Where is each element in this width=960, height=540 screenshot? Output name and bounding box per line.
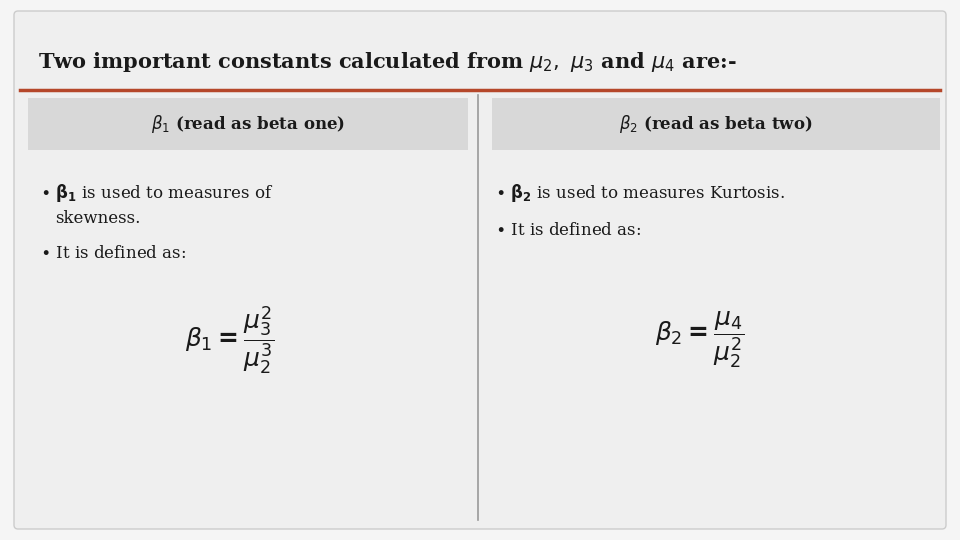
Text: $\bullet$ $\mathbf{\beta_2}$ is used to measures Kurtosis.: $\bullet$ $\mathbf{\beta_2}$ is used to … — [495, 182, 785, 204]
Text: $\beta_1$ (read as beta one): $\beta_1$ (read as beta one) — [151, 113, 345, 135]
Text: $\bullet$ $\mathbf{\beta_1}$ is used to measures of: $\bullet$ $\mathbf{\beta_1}$ is used to … — [40, 182, 274, 204]
Text: $\beta_2$ (read as beta two): $\beta_2$ (read as beta two) — [619, 113, 813, 135]
Text: $\boldsymbol{\beta_1 = \dfrac{\mu_3^2}{\mu_2^3}}$: $\boldsymbol{\beta_1 = \dfrac{\mu_3^2}{\… — [185, 305, 275, 376]
Text: $\bullet$ It is defined as:: $\bullet$ It is defined as: — [40, 245, 186, 262]
Text: $\boldsymbol{\beta_2 = \dfrac{\mu_4}{\mu_2^2}}$: $\boldsymbol{\beta_2 = \dfrac{\mu_4}{\mu… — [656, 310, 745, 370]
Bar — [492, 98, 940, 150]
FancyBboxPatch shape — [14, 11, 946, 529]
Text: $\bullet$ It is defined as:: $\bullet$ It is defined as: — [495, 222, 641, 239]
Bar — [28, 98, 468, 150]
Text: skewness.: skewness. — [55, 210, 140, 227]
Text: Two important constants calculated from $\mu_2,\ \mu_3$ and $\mu_4$ are:-: Two important constants calculated from … — [38, 50, 736, 74]
